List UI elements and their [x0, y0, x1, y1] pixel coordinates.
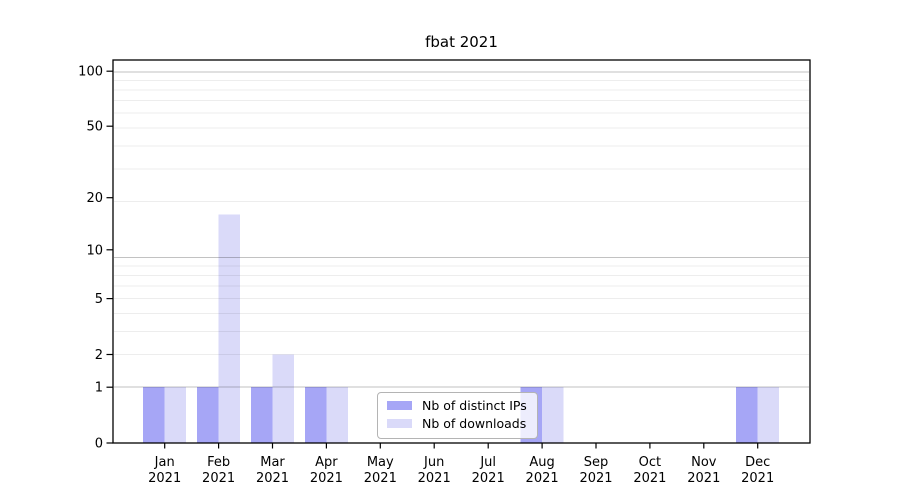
- bar-distinct-ips-mar: [251, 387, 273, 443]
- x-tick-label-year: 2021: [633, 471, 666, 486]
- plot-spines: [112, 59, 811, 444]
- y-tick-label: 5: [95, 292, 103, 307]
- x-tick-label-year: 2021: [202, 471, 235, 486]
- x-tick-label-month: Jun: [423, 455, 444, 470]
- x-tick-label-month: Sep: [584, 455, 609, 470]
- legend-label-distinct-ips: Nb of distinct IPs: [422, 398, 527, 413]
- x-tick-label-month: Apr: [315, 455, 338, 470]
- chart-title: fbat 2021: [425, 33, 498, 51]
- x-tick-label-month: Aug: [529, 455, 554, 470]
- bar-downloads-dec: [757, 387, 780, 443]
- bar-downloads-mar: [272, 354, 294, 443]
- y-tick-label: 100: [78, 65, 103, 80]
- x-axis-group: Jan2021Feb2021Mar2021Apr2021May2021Jun20…: [148, 443, 774, 486]
- x-tick-label-month: Mar: [260, 455, 285, 470]
- bars-group: [143, 214, 780, 443]
- bar-distinct-ips-feb: [197, 387, 219, 443]
- y-tick-label: 50: [86, 120, 103, 135]
- x-tick-label-month: Feb: [207, 455, 230, 470]
- bar-distinct-ips-apr: [304, 387, 327, 443]
- y-tick-label: 10: [86, 243, 103, 258]
- x-tick-label-year: 2021: [687, 471, 720, 486]
- x-tick-label-year: 2021: [526, 471, 559, 486]
- y-tick-label: 1: [95, 381, 103, 396]
- axes-group: [112, 59, 811, 444]
- x-tick-label-year: 2021: [741, 471, 774, 486]
- x-tick-label-year: 2021: [418, 471, 451, 486]
- x-tick-label-month: Dec: [745, 455, 770, 470]
- x-tick-label-month: Nov: [691, 455, 717, 470]
- legend-swatch-downloads: [387, 419, 412, 429]
- y-tick-label: 20: [86, 191, 103, 206]
- y-tick-label: 2: [95, 348, 103, 363]
- x-tick-label-month: May: [367, 455, 394, 470]
- legend-label-downloads: Nb of downloads: [422, 415, 527, 431]
- x-tick-label-month: Jan: [154, 455, 175, 470]
- bar-downloads-jan: [164, 387, 187, 443]
- bar-downloads-feb: [218, 214, 241, 443]
- y-tick-label: 0: [95, 437, 103, 452]
- legend-swatch-distinct-ips: [387, 401, 412, 411]
- legend-entry-downloads: Nb of downloads: [387, 415, 527, 431]
- gridlines-group: [114, 71, 809, 388]
- y-axis-group: 0 1 2 5 10 20 50 100: [78, 65, 113, 452]
- x-tick-label-year: 2021: [472, 471, 505, 486]
- x-tick-label-year: 2021: [256, 471, 289, 486]
- x-tick-label-month: Jul: [479, 455, 496, 470]
- legend: Nb of distinct IPs Nb of downloads: [377, 392, 538, 439]
- legend-entry-distinct-ips: Nb of distinct IPs: [387, 399, 527, 413]
- bar-distinct-ips-jan: [143, 387, 165, 443]
- x-tick-label-year: 2021: [579, 471, 612, 486]
- x-tick-label-month: Oct: [639, 455, 661, 470]
- bar-downloads-apr: [326, 387, 348, 443]
- x-tick-label-year: 2021: [364, 471, 397, 486]
- x-tick-label-year: 2021: [310, 471, 343, 486]
- bar-downloads-aug: [542, 387, 564, 443]
- bar-distinct-ips-dec: [736, 387, 758, 443]
- x-tick-label-year: 2021: [148, 471, 181, 486]
